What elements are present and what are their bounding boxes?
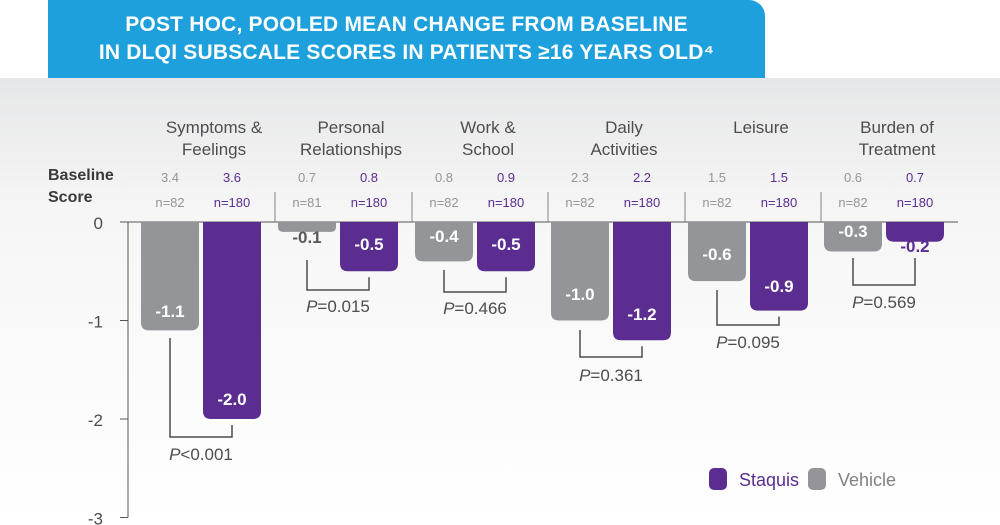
category-label: Relationships	[300, 140, 402, 159]
p-value-bracket	[169, 338, 233, 438]
baseline-score: 0.7	[298, 170, 316, 185]
bar-vehicle	[415, 222, 473, 262]
p-value-label: P=0.466	[443, 299, 507, 318]
baseline-score: 0.6	[844, 170, 862, 185]
data-label: -0.9	[764, 277, 793, 296]
legend-swatch-vehicle	[808, 468, 826, 490]
baseline-score: 2.3	[571, 170, 589, 185]
bar-staquis	[750, 222, 808, 311]
bar-staquis	[613, 222, 671, 341]
p-value: =0.361	[590, 366, 642, 385]
bar-staquis	[203, 222, 261, 419]
n-value: n=180	[351, 195, 388, 210]
n-value: n=82	[155, 195, 184, 210]
bar-vehicle	[688, 222, 746, 282]
data-label: -0.2	[900, 237, 929, 256]
title-banner: POST HOC, POOLED MEAN CHANGE FROM BASELI…	[48, 0, 765, 78]
data-label: -0.4	[429, 227, 459, 246]
data-label: -0.1	[292, 228, 321, 247]
baseline-score: 3.6	[223, 170, 241, 185]
y-tick-label: -1	[88, 313, 103, 332]
p-value-bracket	[852, 258, 916, 286]
n-value: n=180	[761, 195, 798, 210]
data-label: -2.0	[217, 390, 246, 409]
p-symbol: P	[169, 445, 181, 464]
data-label: -0.6	[702, 245, 731, 264]
y-tick-label: 0	[94, 214, 103, 233]
y-tick-label: -2	[88, 411, 103, 430]
bar-staquis	[477, 222, 535, 272]
bar-vehicle	[824, 222, 882, 252]
category-label: Daily	[605, 118, 643, 137]
baseline-score: 0.8	[360, 170, 378, 185]
data-label: -1.2	[627, 305, 656, 324]
baseline-score: 0.8	[435, 170, 453, 185]
data-label: -1.0	[565, 285, 594, 304]
category-label: Symptoms &	[166, 118, 263, 137]
p-value: <0.001	[180, 445, 232, 464]
baseline-score: 2.2	[633, 170, 651, 185]
n-value: n=81	[292, 195, 321, 210]
bar-staquis	[340, 222, 398, 272]
data-label: -1.1	[155, 302, 184, 321]
n-value: n=180	[214, 195, 251, 210]
legend-label-vehicle: Vehicle	[838, 470, 896, 490]
n-value: n=180	[897, 195, 934, 210]
p-value-label: P=0.569	[852, 293, 916, 312]
category-label: Leisure	[733, 118, 789, 137]
category-label: Feelings	[182, 140, 246, 159]
category-label: Treatment	[859, 140, 936, 159]
category-label: Personal	[317, 118, 384, 137]
p-value-bracket	[716, 290, 780, 326]
p-value: =0.569	[863, 293, 915, 312]
p-value-label: P=0.015	[306, 297, 370, 316]
p-symbol: P	[852, 293, 864, 312]
baseline-score-label: Score	[48, 189, 93, 206]
baseline-score: 0.7	[906, 170, 924, 185]
chart-title: POST HOC, POOLED MEAN CHANGE FROM BASELI…	[98, 13, 715, 64]
data-label: -0.5	[491, 235, 520, 254]
p-value-bracket	[306, 260, 370, 291]
p-value: =0.015	[317, 297, 369, 316]
bar-vehicle	[141, 222, 199, 331]
category-label: Burden of	[860, 118, 934, 137]
data-label: -0.3	[838, 222, 867, 241]
n-value: n=82	[429, 195, 458, 210]
baseline-score: 1.5	[708, 170, 726, 185]
legend-label-staquis: Staquis	[739, 470, 799, 490]
p-symbol: P	[306, 297, 318, 316]
y-tick-label: -3	[88, 510, 103, 525]
n-value: n=82	[702, 195, 731, 210]
baseline-score-label: Baseline	[48, 167, 114, 184]
p-value: =0.095	[727, 333, 779, 352]
p-value-bracket	[579, 330, 643, 358]
n-value: n=82	[565, 195, 594, 210]
p-symbol: P	[579, 366, 591, 385]
p-symbol: P	[716, 333, 728, 352]
bar-vehicle	[278, 222, 336, 232]
data-label: -0.5	[354, 235, 383, 254]
category-label: Activities	[590, 140, 657, 159]
p-value: =0.466	[454, 299, 506, 318]
baseline-score: 3.4	[161, 170, 179, 185]
p-symbol: P	[443, 299, 455, 318]
p-value-label: P=0.095	[716, 333, 780, 352]
p-value-bracket	[443, 270, 507, 293]
bar-staquis	[886, 222, 944, 242]
p-value-label: P=0.361	[579, 366, 643, 385]
n-value: n=180	[488, 195, 525, 210]
legend-swatch-staquis	[709, 468, 727, 490]
bar-vehicle	[551, 222, 609, 321]
p-value-label: P<0.001	[169, 445, 233, 464]
category-label: Work &	[460, 118, 516, 137]
n-value: n=82	[838, 195, 867, 210]
baseline-score: 1.5	[770, 170, 788, 185]
baseline-score: 0.9	[497, 170, 515, 185]
category-label: School	[462, 140, 514, 159]
n-value: n=180	[624, 195, 661, 210]
